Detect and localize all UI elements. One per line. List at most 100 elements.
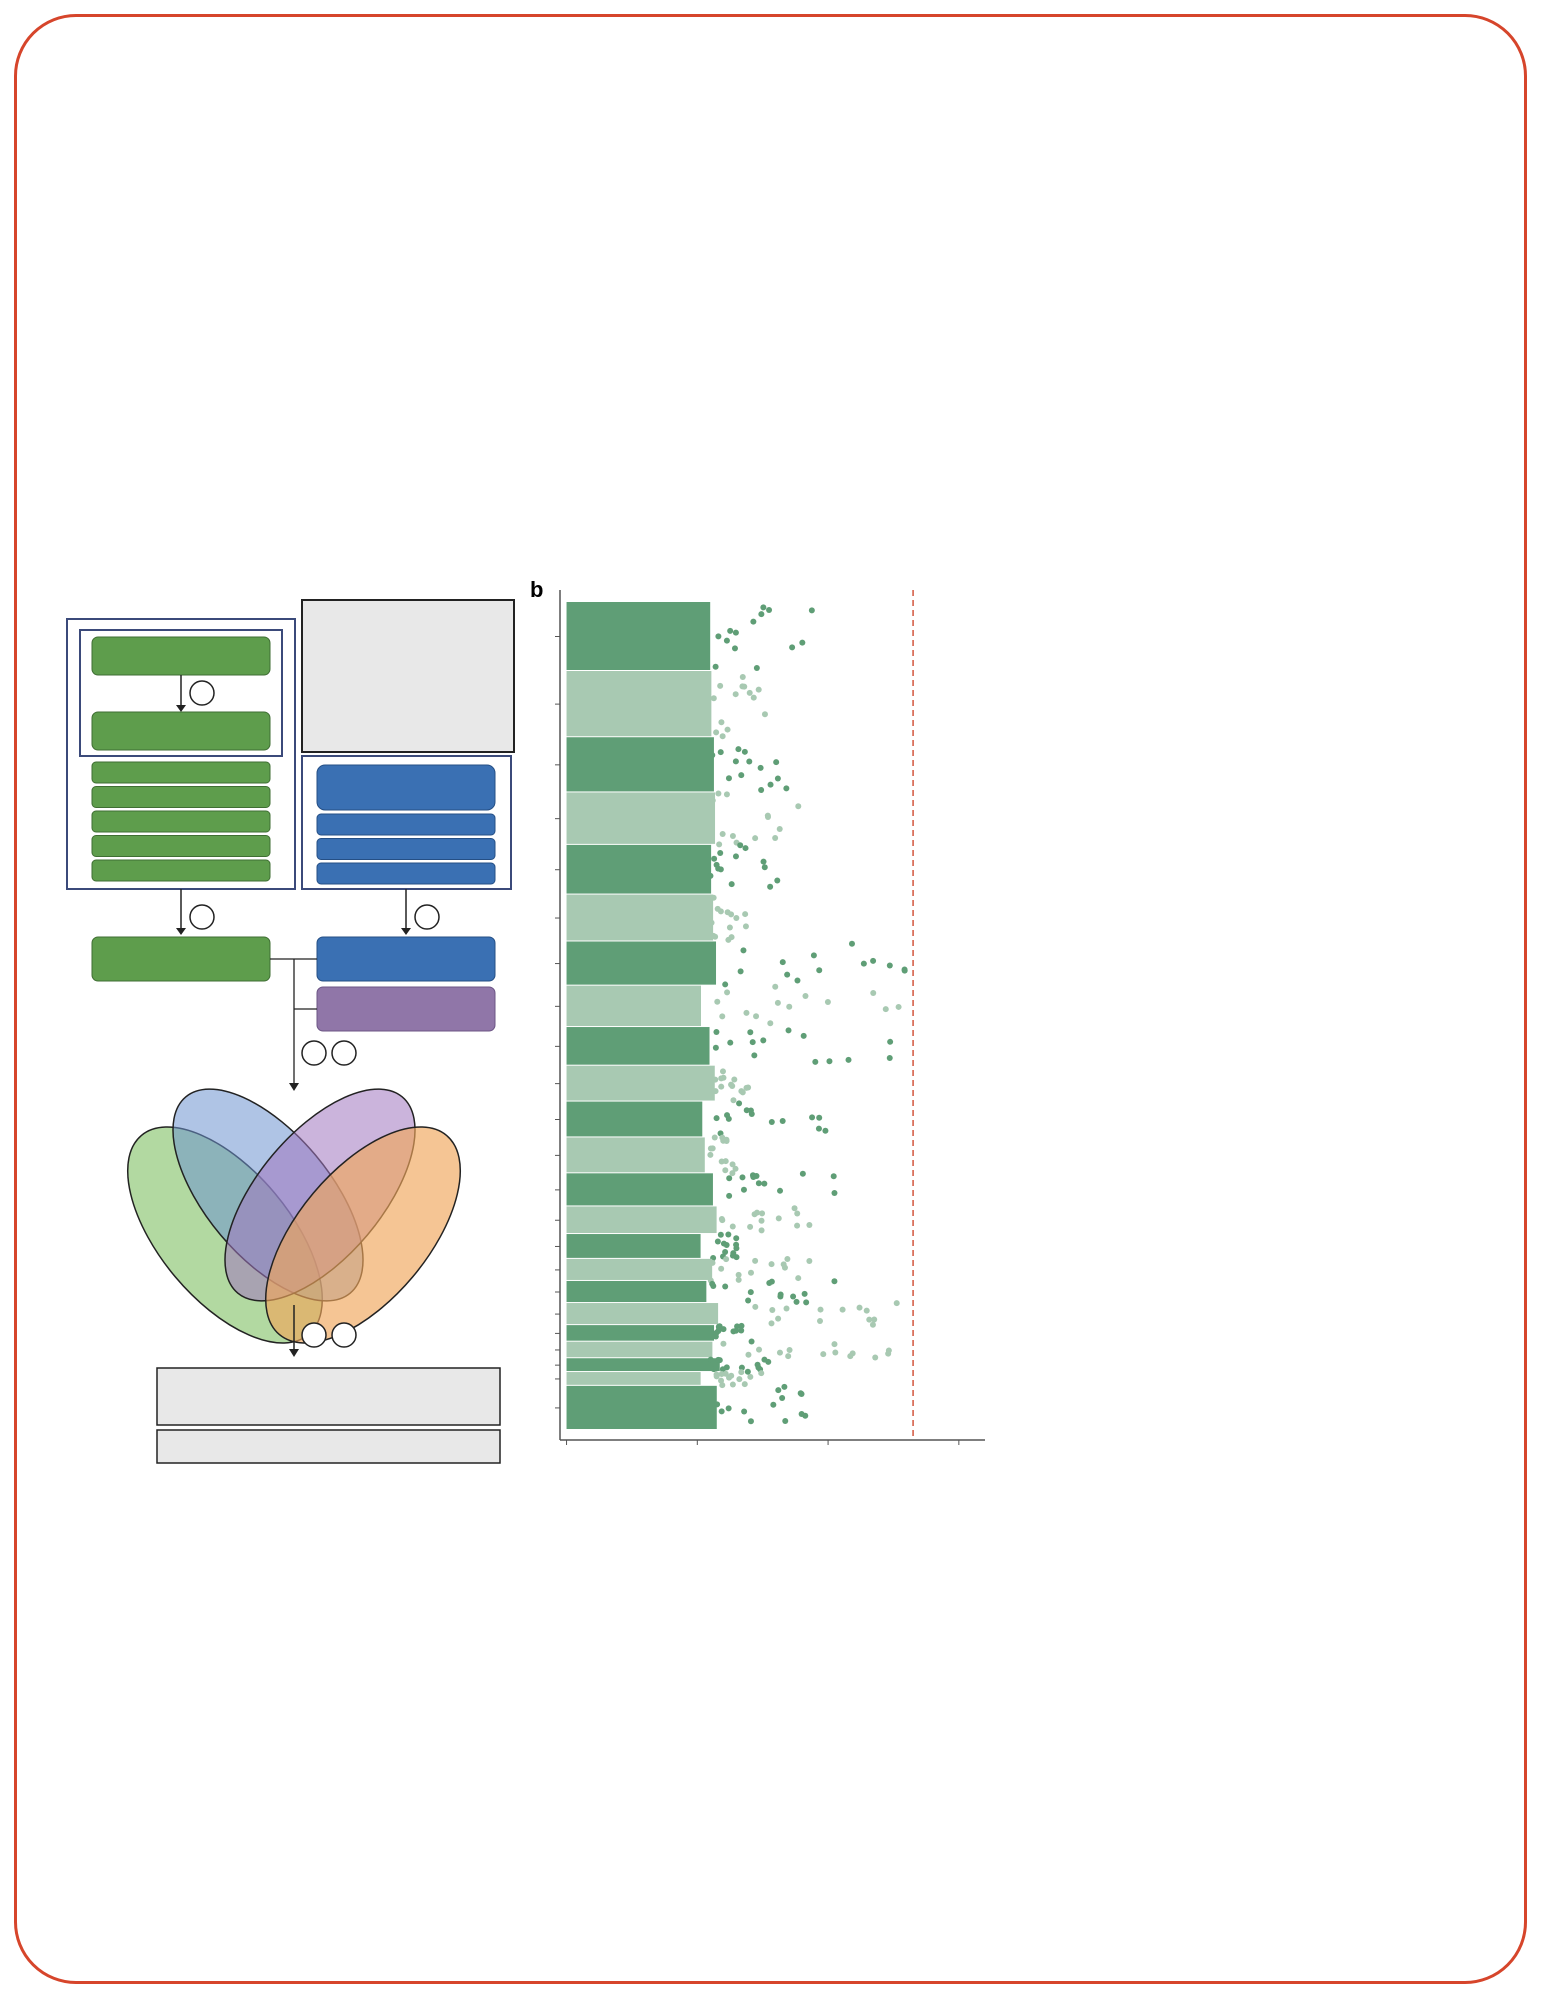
snp-point — [816, 1318, 823, 1325]
snp-point — [789, 644, 796, 651]
snp-point — [711, 855, 718, 862]
snp-point — [736, 1376, 743, 1383]
snp-point — [772, 835, 779, 842]
snp-point — [747, 1418, 754, 1425]
snp-point — [732, 691, 739, 698]
snp-point — [720, 1074, 727, 1081]
snp-point — [766, 606, 773, 613]
snp-point — [746, 689, 753, 696]
snp-point — [768, 1320, 775, 1327]
snp-point — [745, 1351, 752, 1358]
snp-point — [758, 786, 765, 793]
snp-point — [717, 749, 724, 756]
snp-point — [739, 1089, 746, 1096]
snp-point — [775, 1215, 782, 1222]
snp-point — [710, 894, 717, 901]
chromosome-band — [566, 1372, 701, 1385]
snp-point — [719, 1382, 726, 1389]
snp-point — [831, 1341, 838, 1348]
snp-point — [725, 1231, 732, 1238]
afr-cohort-box — [91, 859, 271, 882]
snp-point — [729, 1223, 736, 1230]
snp-point — [822, 1127, 829, 1134]
snp-point — [794, 1222, 801, 1229]
snp-point — [728, 881, 735, 888]
snp-point — [726, 1192, 733, 1199]
chromosome-band — [566, 1234, 701, 1258]
validation-group — [79, 629, 283, 757]
snp-point — [887, 1038, 894, 1045]
snp-point — [712, 933, 719, 940]
step-marker-5 — [301, 1322, 327, 1348]
snp-point — [718, 1265, 725, 1272]
snp-point — [731, 1076, 738, 1083]
snp-point — [870, 957, 877, 964]
snp-point — [727, 1039, 734, 1046]
snp-point — [708, 808, 715, 815]
snp-point — [712, 1088, 719, 1095]
snp-point — [824, 999, 831, 1006]
snp-point — [725, 936, 732, 943]
snp-point — [718, 1408, 725, 1415]
snp-point — [798, 1390, 805, 1397]
snp-point — [712, 1333, 719, 1340]
snp-point — [720, 1340, 727, 1347]
snp-point — [731, 645, 738, 652]
step-marker-2b — [414, 904, 440, 930]
snp-point — [776, 826, 783, 833]
snp-point — [752, 1303, 759, 1310]
snp-point — [734, 1323, 741, 1330]
snp-point — [713, 1371, 720, 1378]
snp-point — [722, 1249, 729, 1256]
snp-point — [775, 1387, 782, 1394]
chromosome-band — [566, 1173, 713, 1206]
chromosome-band — [566, 1258, 713, 1280]
snp-point — [709, 1259, 716, 1266]
snp-point — [806, 1221, 813, 1228]
snp-point — [732, 629, 739, 636]
snp-point — [747, 1029, 754, 1036]
chromosome-band — [566, 792, 716, 844]
pgc2023-box — [316, 764, 496, 811]
snp-point — [717, 1231, 724, 1238]
snp-point — [722, 1283, 729, 1290]
snp-point — [869, 1321, 876, 1328]
chromosome-band — [566, 894, 714, 941]
snp-point — [800, 1032, 807, 1039]
snp-point — [710, 695, 717, 702]
snp-point — [718, 1371, 725, 1378]
snp-point — [751, 1211, 758, 1218]
snp-point — [750, 1173, 757, 1180]
afr-cohort-box — [91, 835, 271, 857]
snp-point — [747, 1223, 754, 1230]
snp-point — [718, 719, 725, 726]
snp-point — [785, 1353, 792, 1360]
snp-point — [751, 1052, 758, 1059]
snp-point — [871, 1316, 878, 1323]
chromosome-band — [566, 1341, 713, 1358]
snp-point — [784, 1256, 791, 1263]
panel-c-locuszoom — [1000, 575, 1470, 1020]
snp-point — [735, 1276, 742, 1283]
snp-point — [808, 607, 815, 614]
results-box-x — [156, 1429, 501, 1464]
snp-point — [733, 914, 740, 921]
csp572-box — [91, 636, 271, 676]
snp-point — [726, 1175, 733, 1182]
snp-point — [779, 959, 786, 966]
snp-point — [895, 1003, 902, 1010]
snp-point — [735, 1271, 742, 1278]
snp-point — [779, 1395, 786, 1402]
snp-point — [816, 1114, 823, 1121]
snp-point — [714, 1401, 721, 1408]
afr-meta-box — [91, 936, 271, 982]
snp-point — [709, 1280, 716, 1287]
snp-point — [713, 1028, 720, 1035]
snp-point — [767, 1020, 774, 1027]
snp-point — [718, 1158, 725, 1165]
panel-d-locuszoom — [1000, 1020, 1470, 1465]
snp-point — [738, 1369, 745, 1376]
snp-point — [719, 733, 726, 740]
snp-point — [719, 1068, 726, 1075]
snp-point — [774, 877, 781, 884]
